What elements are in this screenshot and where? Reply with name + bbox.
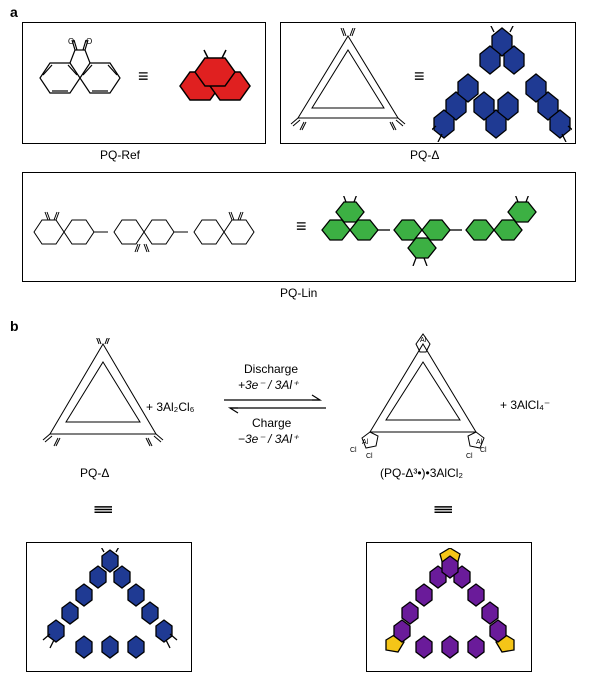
svg-text:Al: Al <box>476 439 483 446</box>
struct-pq-lin <box>28 186 288 266</box>
svg-text:O: O <box>68 38 74 46</box>
charge-econ: −3e⁻ / 3Al⁺ <box>238 432 298 446</box>
svg-text:Cl: Cl <box>350 447 357 454</box>
struct-pq-delta <box>288 28 408 138</box>
svg-text:Cl: Cl <box>366 453 373 460</box>
struct-reactant <box>38 338 168 458</box>
struct-product: Cl Cl Cl Cl Cl Cl Al Al Al <box>348 332 498 462</box>
panel-b-label: b <box>10 318 19 334</box>
caption-pq-ref: PQ-Ref <box>100 148 140 162</box>
hex-pq-delta <box>432 26 572 142</box>
hex-pq-lin <box>318 196 572 266</box>
reactant-label: PQ-Δ <box>80 466 109 480</box>
equilibrium-arrows <box>220 392 330 416</box>
struct-pq-ref: OO <box>30 38 130 118</box>
svg-text:Al: Al <box>420 337 427 344</box>
product-label: (PQ-Δ³•)•3AlCl₂ <box>380 466 463 480</box>
svg-text:Cl: Cl <box>466 453 473 460</box>
discharge-econ: +3e⁻ / 3Al⁺ <box>238 378 298 392</box>
equiv-right-bars: ||| <box>434 504 455 512</box>
panel-a-label: a <box>10 4 18 20</box>
byproduct-text: + 3AlCl₄⁻ <box>500 398 550 412</box>
caption-pq-lin: PQ-Lin <box>280 286 317 300</box>
hex-schematic-left <box>32 548 186 668</box>
caption-pq-delta: PQ-Δ <box>410 148 439 162</box>
svg-text:Cl: Cl <box>480 447 487 454</box>
hex-schematic-right <box>372 548 526 668</box>
svg-text:O: O <box>86 38 92 46</box>
equiv-pq-ref: ≡ <box>138 66 149 87</box>
reagent-text: + 3Al₂Cl₆ <box>146 400 195 414</box>
discharge-label: Discharge <box>244 362 298 376</box>
equiv-left-bars: ||| <box>94 504 115 512</box>
equiv-pq-lin: ≡ <box>296 216 307 237</box>
equiv-pq-delta: ≡ <box>414 66 425 87</box>
svg-text:Cl Cl: Cl Cl <box>418 332 434 334</box>
charge-label: Charge <box>252 416 291 430</box>
hex-pq-ref <box>160 36 260 122</box>
svg-text:Al: Al <box>362 439 369 446</box>
